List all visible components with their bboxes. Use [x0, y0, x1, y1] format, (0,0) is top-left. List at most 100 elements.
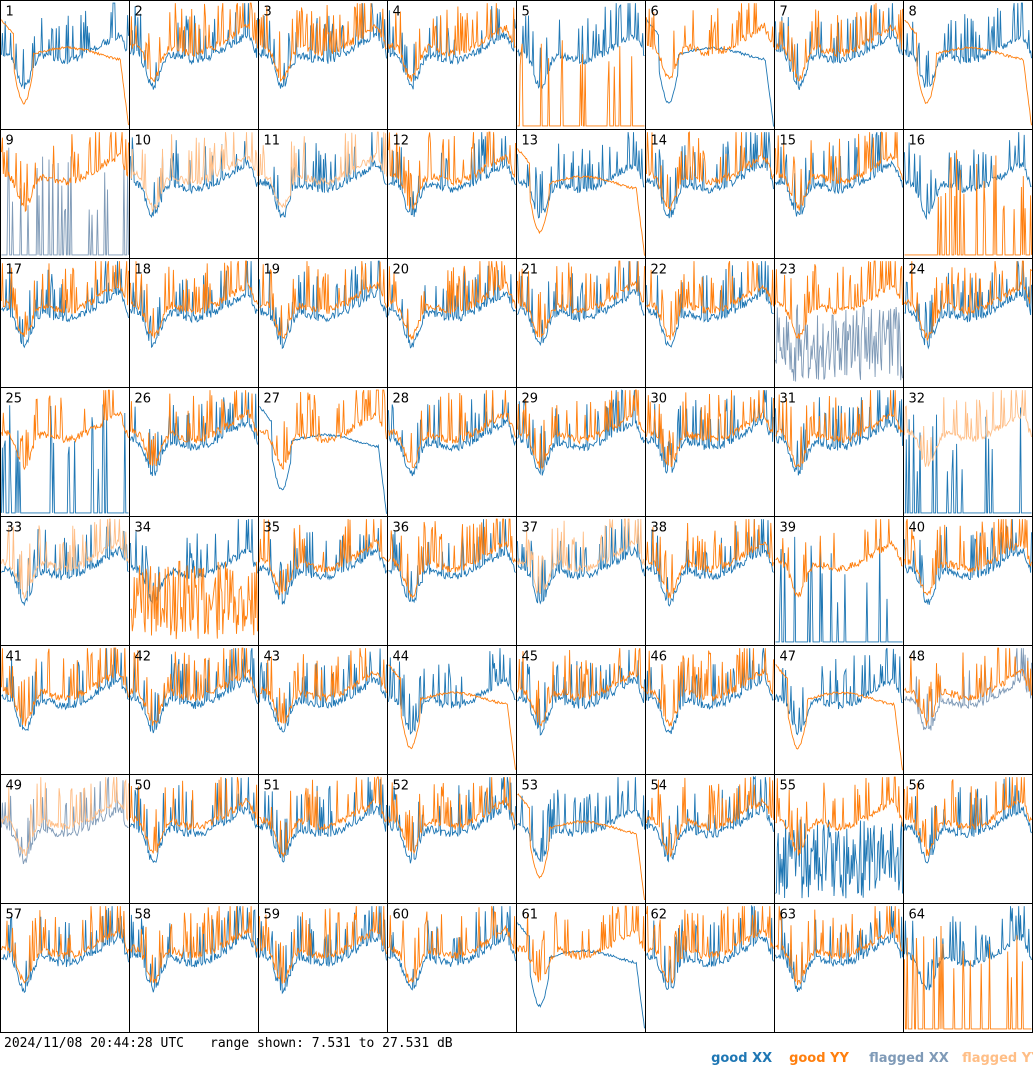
series-yy-24	[904, 260, 1032, 342]
panel-label-40: 40	[909, 521, 926, 536]
series-yy-21	[517, 260, 645, 338]
panel-29: 29	[516, 387, 646, 517]
series-yy-64	[904, 925, 1032, 1030]
panel-label-52: 52	[393, 779, 410, 794]
series-yy-3	[259, 3, 387, 82]
series-yy-20	[388, 261, 516, 341]
series-yy-19	[259, 261, 387, 340]
panel-label-57: 57	[6, 908, 23, 923]
series-xx-13	[517, 132, 645, 219]
panel-label-16: 16	[909, 134, 926, 149]
series-yy-57	[1, 906, 129, 984]
panel-label-50: 50	[135, 779, 152, 794]
panel-24: 24	[903, 258, 1033, 388]
panel-49: 49	[0, 774, 130, 904]
panel-40: 40	[903, 516, 1033, 646]
panel-16: 16	[903, 129, 1033, 259]
series-xx-50	[130, 777, 258, 864]
panel-46: 46	[645, 645, 775, 775]
series-xx-16	[904, 132, 1032, 221]
panel-border-49	[0, 774, 130, 904]
panel-label-20: 20	[393, 263, 410, 278]
series-yy-38	[646, 519, 774, 599]
series-xx-21	[517, 261, 645, 347]
panel-label-23: 23	[780, 263, 797, 278]
panel-7: 7	[774, 0, 904, 130]
panel-22: 22	[645, 258, 775, 388]
legend-flagged-yy-label: flagged	[962, 1051, 1018, 1066]
panel-label-41: 41	[6, 650, 23, 665]
panel-label-61: 61	[522, 908, 539, 923]
panel-42: 42	[129, 645, 259, 775]
range-text: range shown: 7.531 to 27.531 dB	[210, 1036, 453, 1051]
panel-label-63: 63	[780, 908, 797, 923]
series-yy-9	[1, 132, 129, 213]
panel-39: 39	[774, 516, 904, 646]
panel-9: 9	[0, 129, 130, 259]
panel-border-31	[774, 387, 904, 517]
panel-61: 61	[516, 903, 646, 1033]
series-xx-22	[646, 261, 774, 348]
panel-border-46	[645, 645, 775, 775]
series-xx-43	[259, 648, 387, 733]
panel-label-29: 29	[522, 392, 539, 407]
series-xx-8	[904, 2, 1032, 88]
series-xx-39	[775, 536, 903, 643]
series-yy-56	[904, 777, 1032, 856]
panel-56: 56	[903, 774, 1033, 904]
panel-label-11: 11	[264, 134, 281, 149]
panel-label-49: 49	[6, 779, 23, 794]
legend-good-yy-pol: YY	[830, 1051, 849, 1066]
panel-34: 34	[129, 516, 259, 646]
panel-label-64: 64	[909, 908, 926, 923]
panel-label-43: 43	[264, 650, 281, 665]
series-yy-50	[130, 777, 258, 854]
series-yy-43	[259, 648, 387, 724]
panel-11: 11	[258, 129, 388, 259]
panel-label-62: 62	[651, 908, 668, 923]
series-yy-7	[775, 3, 903, 82]
series-xx-23	[775, 304, 903, 382]
panel-label-3: 3	[264, 5, 272, 20]
panel-label-59: 59	[264, 908, 281, 923]
series-xx-48	[904, 648, 1032, 731]
series-xx-59	[259, 906, 387, 995]
panel-36: 36	[387, 516, 517, 646]
panel-18: 18	[129, 258, 259, 388]
panel-border-13	[516, 129, 646, 259]
panel-14: 14	[645, 129, 775, 259]
panel-label-2: 2	[135, 5, 143, 20]
panel-label-56: 56	[909, 779, 926, 794]
panel-label-15: 15	[780, 134, 797, 149]
series-yy-1	[1, 19, 129, 126]
timestamp: 2024/11/08 20:44:28 UTC	[4, 1036, 185, 1051]
series-yy-48	[904, 647, 1032, 726]
panel-59: 59	[258, 903, 388, 1033]
series-xx-4	[388, 5, 516, 90]
series-xx-51	[259, 777, 387, 863]
panel-border-3	[258, 0, 388, 130]
series-yy-6	[646, 3, 774, 80]
panel-12: 12	[387, 129, 517, 259]
panel-label-58: 58	[135, 908, 152, 923]
panel-label-9: 9	[6, 134, 14, 149]
legend-flagged-yy-pol: YY	[1021, 1051, 1033, 1066]
series-xx-18	[130, 260, 258, 349]
legend-flagged-xx: flagged XX	[860, 1036, 949, 1066]
series-yy-58	[130, 906, 258, 984]
panel-63: 63	[774, 903, 904, 1033]
panel-43: 43	[258, 645, 388, 775]
panel-border-12	[387, 129, 517, 259]
series-xx-7	[775, 3, 903, 91]
panel-label-32: 32	[909, 392, 926, 407]
panel-47: 47	[774, 645, 904, 775]
series-yy-14	[646, 131, 774, 212]
series-yy-49	[1, 777, 129, 856]
series-yy-13	[517, 148, 645, 256]
legend-good-xx-pol: XX	[752, 1051, 773, 1066]
panel-5: 5	[516, 0, 646, 130]
panel-label-18: 18	[135, 263, 152, 278]
panel-label-51: 51	[264, 779, 281, 794]
panel-23: 23	[774, 258, 904, 388]
series-xx-64	[904, 906, 1032, 991]
